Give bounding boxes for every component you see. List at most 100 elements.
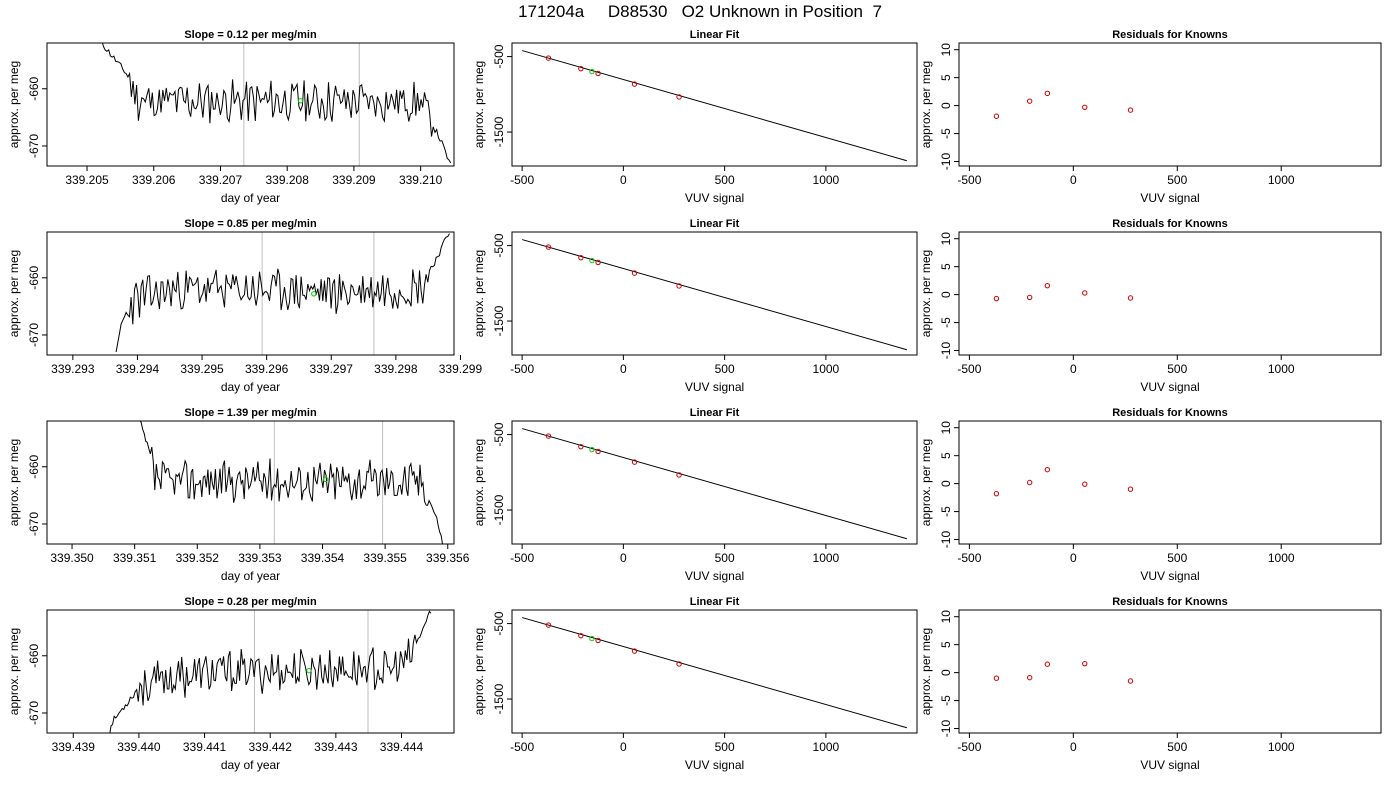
y-axis-label: approx. per meg (7, 628, 21, 715)
x-tick-label: -500 (957, 740, 981, 754)
x-tick-label: 1000 (813, 551, 840, 565)
x-tick-label: -500 (957, 173, 981, 187)
page-title: 171204a D88530 O2 Unknown in Position 7 (518, 2, 882, 21)
chart-title: Slope = 0.85 per meg/min (184, 218, 317, 230)
y-tick-label: 5 (939, 263, 953, 270)
x-tick-label: 500 (715, 362, 735, 376)
residual-point (1082, 481, 1088, 487)
x-tick-label: 339.356 (426, 551, 470, 565)
y-tick-label: -5 (939, 317, 953, 328)
residual-point (1127, 107, 1134, 113)
y-tick-label: -670 (27, 134, 41, 158)
chart-panel-residuals-row3: Residuals for Knowns -500 0 500 1000 10 5 0 -5 -1… (919, 407, 1382, 583)
unknown-point (322, 476, 329, 483)
known-point (676, 661, 682, 667)
residual-point (1026, 294, 1033, 301)
y-tick-label: -660 (27, 454, 41, 478)
known-point (595, 448, 601, 455)
plot-frame (958, 609, 1382, 734)
unknown-point (589, 257, 595, 264)
plot-frame (46, 609, 455, 734)
y-tick-label: -500 (492, 611, 506, 635)
y-axis-label: approx. per meg (919, 61, 933, 148)
chart-panel-time-series-row4: Slope = 0.28 per meg/min 339.439 339.440 33… (7, 596, 455, 772)
y-axis-label: approx. per meg (472, 628, 486, 715)
plot-frame (511, 231, 918, 356)
chart-title: Linear Fit (690, 596, 740, 608)
y-tick-label: 0 (939, 291, 953, 298)
x-tick-label: -500 (957, 362, 981, 376)
chart-panel-residuals-row2: Residuals for Knowns -500 0 500 1000 10 5 0 -5 -1… (919, 218, 1382, 394)
residual-point (1082, 290, 1088, 296)
chart-panel-time-series-row3: Slope = 1.39 per meg/min 339.350 339.351 33… (7, 407, 470, 583)
x-tick-label: 500 (1167, 551, 1187, 565)
known-point (676, 94, 682, 100)
trace-line (115, 233, 450, 353)
y-tick-label: -500 (492, 422, 506, 446)
x-tick-label: 339.210 (399, 173, 443, 187)
fit-line (521, 50, 908, 162)
y-tick-label: 10 (939, 232, 953, 246)
chart-panel-time-series-row2: Slope = 0.85 per meg/min 339.293 339.294 33… (7, 218, 482, 394)
x-tick-label: 1000 (1268, 362, 1295, 376)
x-tick-label: 339.296 (245, 362, 289, 376)
chart-title: Slope = 0.28 per meg/min (184, 596, 317, 608)
x-axis-label: day of year (221, 758, 280, 772)
x-tick-label: 339.206 (132, 173, 176, 187)
x-axis-label: VUV signal (1140, 569, 1199, 583)
x-axis-label: VUV signal (685, 380, 744, 394)
plot-area (521, 428, 908, 540)
y-tick-label: -670 (27, 701, 41, 725)
y-axis-label: approx. per meg (919, 250, 933, 337)
plot-area (993, 660, 1134, 684)
chart-title: Residuals for Knowns (1112, 218, 1228, 230)
y-axis-label: approx. per meg (472, 439, 486, 526)
residual-point (1127, 486, 1134, 492)
y-tick-label: 5 (939, 641, 953, 648)
known-point (676, 283, 682, 289)
x-axis-label: day of year (221, 569, 280, 583)
y-tick-label: -660 (27, 265, 41, 289)
x-tick-label: 0 (620, 740, 627, 754)
x-tick-label: 0 (1070, 362, 1077, 376)
x-tick-label: 339.439 (52, 740, 96, 754)
x-tick-label: 339.353 (238, 551, 282, 565)
x-tick-label: 339.205 (65, 173, 109, 187)
y-tick-label: 10 (939, 610, 953, 624)
x-tick-label: 500 (1167, 173, 1187, 187)
y-tick-label: 0 (939, 669, 953, 676)
plot-area (521, 239, 908, 351)
chart-title: Residuals for Knowns (1112, 407, 1228, 419)
x-tick-label: 0 (1070, 551, 1077, 565)
x-tick-label: 339.444 (380, 740, 424, 754)
y-axis-label: approx. per meg (919, 628, 933, 715)
x-tick-label: 0 (1070, 740, 1077, 754)
x-axis-label: day of year (221, 380, 280, 394)
unknown-point (306, 667, 312, 674)
chart-panel-residuals-row1: Residuals for Knowns -500 0 500 1000 10 5 0 -5 -1… (919, 29, 1382, 205)
x-tick-label: 500 (1167, 362, 1187, 376)
chart-panel-linear-fit-row1: Linear Fit -500 0 500 1000 -500 -1500 VUV signa… (472, 29, 918, 205)
trace-line (139, 421, 443, 544)
unknown-point (311, 291, 317, 297)
x-tick-label: 339.441 (183, 740, 227, 754)
y-tick-label: -1500 (492, 116, 506, 147)
y-axis-label: approx. per meg (472, 250, 486, 337)
known-point (595, 637, 601, 644)
x-tick-label: 339.354 (301, 551, 345, 565)
y-tick-label: 0 (939, 480, 953, 487)
x-tick-label: 0 (620, 362, 627, 376)
plot-area (109, 610, 432, 733)
y-tick-label: -5 (939, 128, 953, 139)
residual-point (1044, 661, 1051, 667)
y-tick-label: 0 (939, 102, 953, 109)
residual-point (1044, 90, 1051, 97)
x-tick-label: 0 (620, 173, 627, 187)
x-tick-label: -500 (510, 362, 534, 376)
chart-title: Residuals for Knowns (1112, 29, 1228, 41)
x-tick-label: -500 (510, 740, 534, 754)
residual-point (1026, 674, 1033, 681)
y-tick-label: 10 (939, 421, 953, 435)
x-tick-label: 339.293 (51, 362, 95, 376)
x-tick-label: 0 (620, 551, 627, 565)
